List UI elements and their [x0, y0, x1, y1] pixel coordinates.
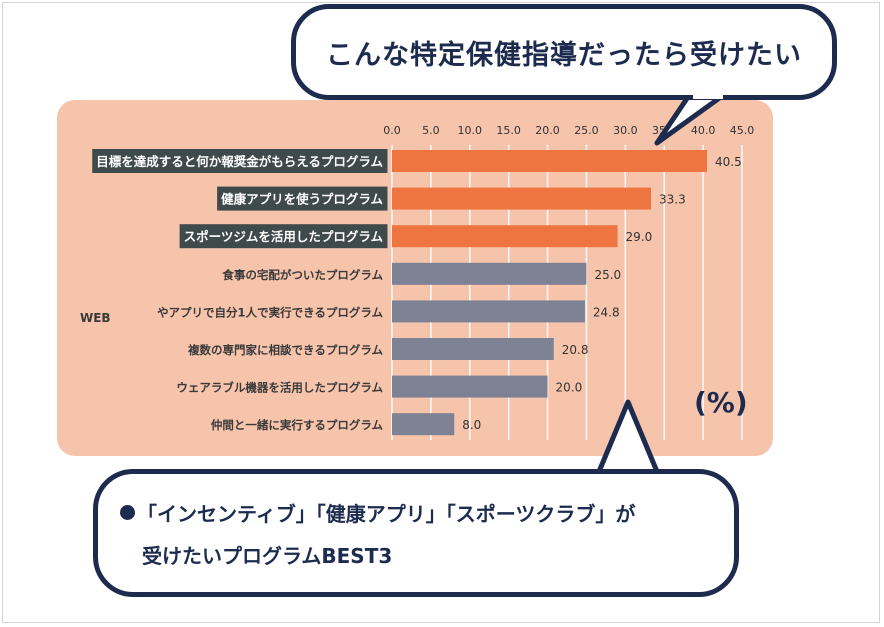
top-bubble-text: こんな特定保健指導だったら受けたい — [326, 40, 802, 71]
value-label: 25.0 — [594, 268, 621, 282]
category-label: 仲間と一緒に実行するプログラム — [211, 418, 384, 432]
bar — [392, 300, 585, 323]
bottom-bubble-line2: 受けたいプログラムBEST3 — [142, 544, 393, 568]
category-label: 健康アプリを使うプログラム — [221, 192, 383, 207]
bar — [392, 225, 618, 248]
value-label: 33.3 — [659, 193, 686, 207]
x-tick-label: 15.0 — [496, 124, 521, 137]
value-label: 24.8 — [593, 305, 620, 319]
unit-label: (%) — [694, 386, 748, 419]
category-label-highlight-box — [217, 186, 388, 211]
bars: 40.5 目標を達成すると何か報奨金がもらえるプログラム 33.3 健康アプリを使うプ… — [92, 149, 742, 436]
x-tick-label: 25.0 — [574, 124, 599, 137]
x-tick-label: 10.0 — [458, 124, 483, 137]
web-prefix-label: WEB — [80, 311, 111, 325]
value-label: 40.5 — [715, 155, 742, 169]
top-speech-bubble: こんな特定保健指導だったら受けたい — [291, 4, 837, 100]
x-tick-label: 20.0 — [535, 124, 560, 137]
x-tick-label: 45.0 — [730, 124, 755, 137]
value-label: 8.0 — [462, 418, 481, 432]
category-label: 目標を達成すると何か報奨金がもらえるプログラム — [96, 154, 383, 169]
bar — [392, 150, 707, 172]
bottom-speech-bubble: 「インセンティブ」「健康アプリ」「スポーツクラブ」が 受けたいプログラムBEST… — [93, 469, 739, 597]
category-label-highlight-box — [179, 224, 388, 249]
category-label-highlight-box — [92, 149, 388, 173]
value-label: 20.8 — [562, 343, 589, 357]
bar — [392, 262, 587, 285]
value-label: 29.0 — [626, 230, 653, 244]
bullet-dot-icon — [120, 505, 135, 520]
x-tick-label: 30.0 — [613, 124, 638, 137]
bar — [392, 413, 455, 436]
category-label: 複数の専門家に相談できるプログラム — [187, 343, 383, 357]
category-label: 食事の宅配がついたプログラム — [222, 268, 383, 282]
bar — [392, 338, 554, 360]
value-label: 20.0 — [556, 381, 583, 395]
category-label: スポーツジムを活用したプログラム — [184, 229, 384, 244]
x-tick-label: 0.0 — [383, 124, 401, 137]
x-tick-label: 40.0 — [691, 124, 716, 137]
bottom-bubble-line1-text: 「インセンティブ」「健康アプリ」「スポーツクラブ」が — [137, 502, 636, 526]
category-label: やアプリで自分1人で実行できるプログラム — [157, 305, 383, 319]
category-label: ウェアラブル機器を活用したプログラム — [176, 381, 383, 395]
bottom-bubble-line1: 「インセンティブ」「健康アプリ」「スポーツクラブ」が — [120, 498, 635, 527]
bar — [392, 187, 651, 210]
bar — [392, 375, 548, 398]
x-tick-label: 5.0 — [422, 124, 440, 137]
